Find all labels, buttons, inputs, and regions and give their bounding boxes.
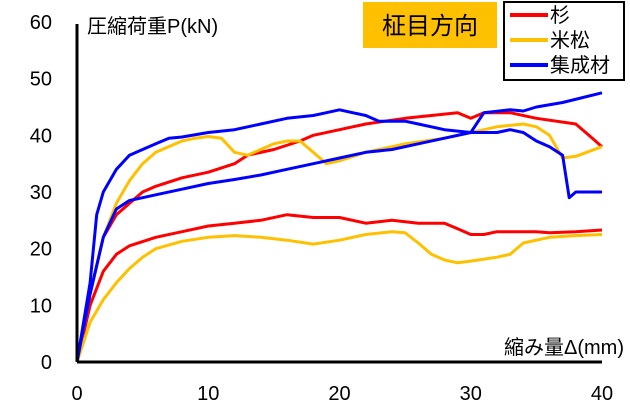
y-tick-label: 10: [30, 295, 52, 317]
legend-label: 米松: [550, 29, 590, 52]
y-tick-label: 50: [30, 69, 52, 91]
series-line-集成材-2: [75, 91, 603, 363]
y-tick-label: 20: [30, 239, 52, 261]
x-tick-label: 10: [197, 383, 219, 405]
y-tick-label: 0: [41, 352, 52, 374]
series-line-集成材-1: [75, 108, 602, 363]
series-line-杉-2: [75, 213, 603, 363]
y-tick-label: 40: [30, 125, 52, 147]
y-tick-label: 30: [30, 182, 52, 204]
series-layer: [75, 91, 603, 363]
x-axis-label: 縮み量Δ(mm): [504, 336, 624, 359]
y-tick-label: 60: [30, 12, 52, 34]
chart-title-box: [363, 2, 497, 48]
legend-label: 杉: [550, 4, 570, 27]
series-line-米松-1: [75, 122, 603, 363]
y-axis-label: 圧縮荷重P(kN): [87, 15, 218, 38]
x-tick-label: 20: [328, 383, 350, 405]
chart-title: 柾目方向: [382, 13, 478, 40]
x-tick-label: 0: [71, 383, 82, 405]
x-tick-label: 30: [460, 383, 482, 405]
tick-labels: 0 10 20 30 40 0 10 20 30 40 50 60: [30, 12, 613, 405]
x-tick-label: 40: [591, 383, 613, 405]
legend-label: 集成材: [550, 54, 610, 77]
series-line-米松-2: [75, 230, 603, 363]
